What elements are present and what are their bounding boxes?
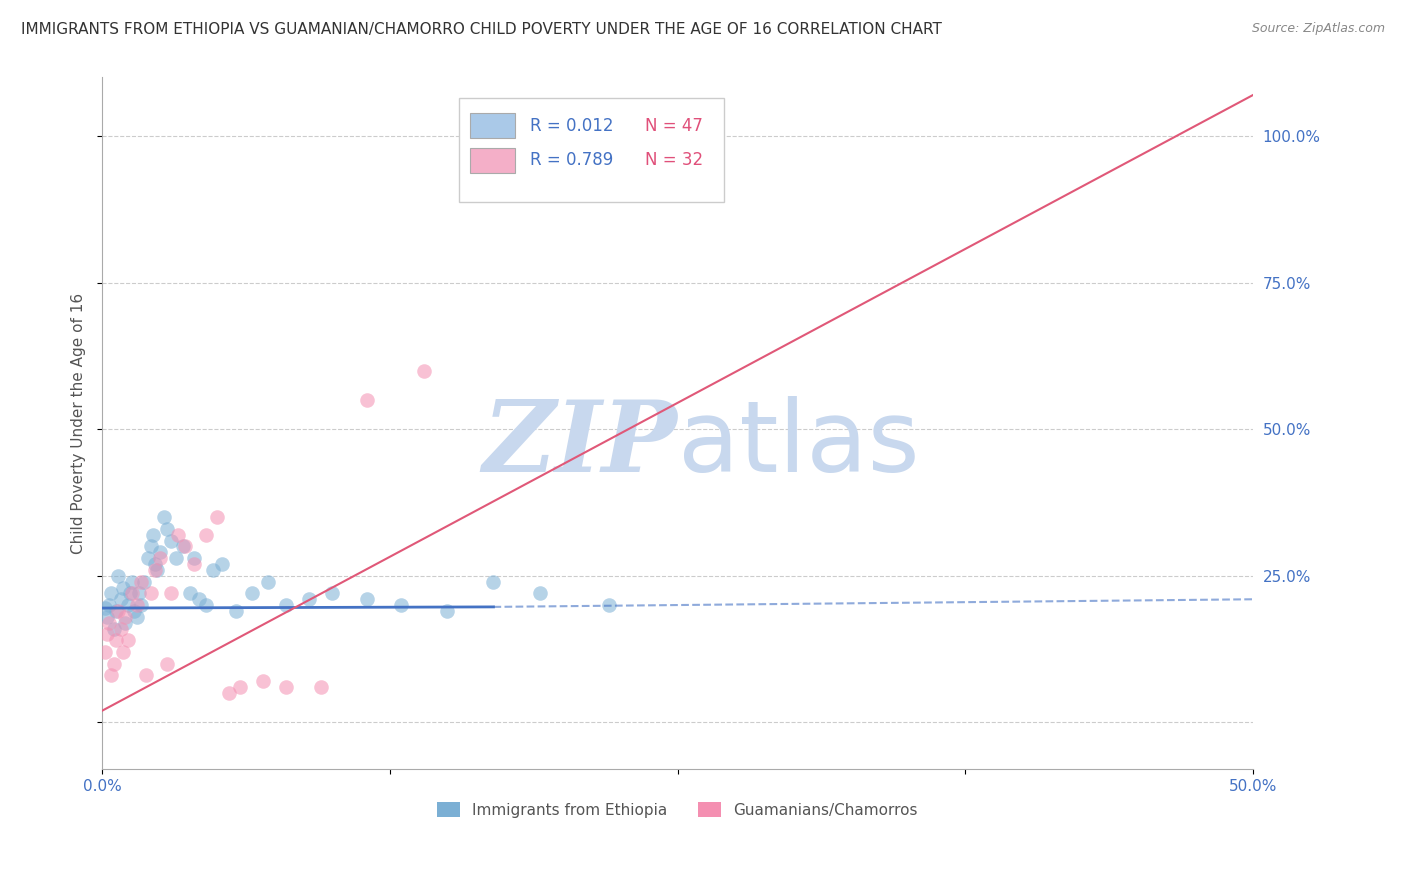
Point (156, 522, 179, 536)
Point (229, 680, 252, 694)
Point (149, 545, 172, 559)
Point (139, 586, 162, 600)
Point (114, 615, 136, 630)
Point (121, 574, 143, 589)
Point (143, 563, 166, 577)
Point (413, 363, 436, 377)
Point (194, 598, 217, 612)
Text: N = 47: N = 47 (645, 117, 703, 135)
Point (132, 574, 155, 589)
Point (183, 557, 205, 571)
Point (356, 592, 378, 607)
Point (98, 598, 121, 612)
Point (96, 610, 118, 624)
Point (167, 528, 190, 542)
Point (156, 657, 179, 671)
Y-axis label: Child Poverty Under the Age of 16: Child Poverty Under the Age of 16 (72, 293, 86, 554)
Point (107, 604, 129, 618)
Point (111, 645, 134, 659)
Point (183, 551, 205, 566)
Point (124, 604, 146, 618)
Point (276, 680, 298, 694)
Point (135, 668, 157, 682)
Point (110, 592, 132, 607)
Point (103, 622, 125, 636)
Point (240, 586, 263, 600)
Point (114, 610, 136, 624)
Point (389, 598, 412, 612)
Text: atlas: atlas (678, 396, 920, 492)
Point (110, 622, 132, 636)
Point (98, 615, 121, 630)
Text: Source: ZipAtlas.com: Source: ZipAtlas.com (1251, 22, 1385, 36)
Point (211, 557, 233, 571)
Point (125, 598, 148, 612)
Legend: Immigrants from Ethiopia, Guamanians/Chamorros: Immigrants from Ethiopia, Guamanians/Cha… (432, 796, 924, 824)
Point (165, 551, 187, 566)
Text: R = 0.012: R = 0.012 (530, 117, 614, 135)
Point (142, 528, 165, 542)
Point (105, 633, 128, 648)
Point (187, 592, 209, 607)
FancyBboxPatch shape (471, 148, 516, 173)
Point (107, 569, 129, 583)
Point (96, 627, 118, 641)
FancyBboxPatch shape (458, 98, 724, 202)
Point (100, 586, 122, 600)
Point (149, 551, 172, 566)
Text: IMMIGRANTS FROM ETHIOPIA VS GUAMANIAN/CHAMORRO CHILD POVERTY UNDER THE AGE OF 16: IMMIGRANTS FROM ETHIOPIA VS GUAMANIAN/CH… (21, 22, 942, 37)
Point (125, 610, 148, 624)
Point (356, 392, 378, 407)
Point (118, 586, 141, 600)
Point (146, 563, 169, 577)
Point (482, 574, 505, 589)
Point (529, 586, 551, 600)
Point (252, 674, 274, 689)
Point (139, 540, 162, 554)
Point (172, 540, 194, 554)
Point (128, 586, 150, 600)
Point (93, 601, 115, 615)
Point (111, 581, 134, 595)
Point (153, 510, 176, 524)
Point (174, 540, 197, 554)
Point (131, 574, 153, 589)
Point (225, 604, 247, 618)
Point (276, 598, 298, 612)
Point (436, 604, 458, 618)
Point (201, 563, 224, 577)
Point (207, 510, 229, 524)
Point (103, 657, 125, 671)
Text: ZIP: ZIP (482, 396, 678, 492)
Point (257, 574, 280, 589)
Point (93, 645, 115, 659)
Point (218, 686, 240, 700)
Point (105, 604, 128, 618)
Point (298, 592, 321, 607)
Point (194, 528, 217, 542)
Point (136, 551, 159, 566)
Point (121, 586, 143, 600)
FancyBboxPatch shape (471, 113, 516, 138)
Text: N = 32: N = 32 (645, 152, 703, 169)
Point (598, 598, 620, 612)
Point (131, 598, 153, 612)
Point (143, 557, 166, 571)
Text: R = 0.789: R = 0.789 (530, 152, 613, 169)
Point (321, 586, 343, 600)
Point (160, 586, 183, 600)
Point (179, 586, 201, 600)
Point (117, 598, 139, 612)
Point (309, 680, 332, 694)
Point (100, 668, 122, 682)
Point (117, 633, 139, 648)
Point (160, 533, 183, 548)
